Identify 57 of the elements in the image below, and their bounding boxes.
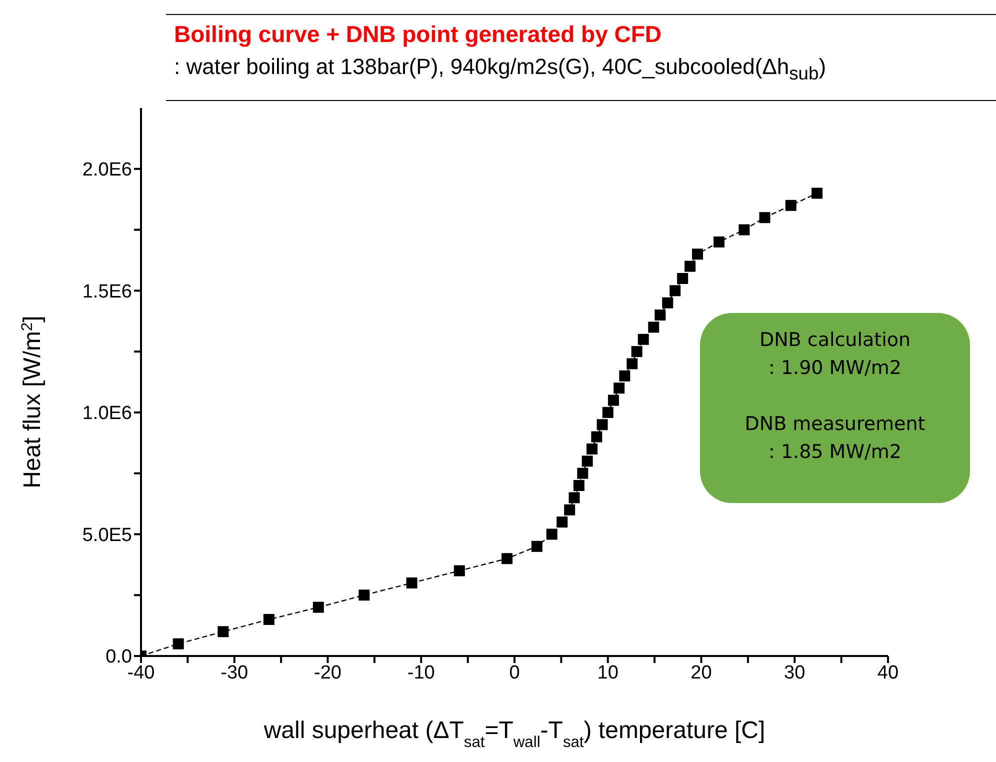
point: [577, 468, 588, 479]
point: [218, 626, 229, 638]
chart-subtitle: : water boiling at 138bar(P), 940kg/m2s(G), 40C_subcooled(Δh$_{sub}$): [174, 54, 828, 84]
point: [531, 540, 542, 552]
point: [654, 310, 666, 321]
x-tick-label: -10: [407, 662, 435, 684]
y-tick-label: 2.0E6: [82, 160, 132, 181]
y-tick-label: 1.0E6: [82, 403, 132, 424]
point: [312, 602, 324, 613]
point: [602, 406, 614, 418]
point: [648, 322, 660, 333]
point: [172, 638, 184, 650]
point: [619, 370, 630, 382]
point: [738, 224, 750, 236]
point: [713, 236, 724, 248]
point: [568, 492, 580, 504]
annotation: DNB calculation: [758, 328, 912, 353]
point: [358, 590, 370, 601]
point: [670, 285, 681, 296]
y-tick-label: 5.0E5: [82, 524, 132, 546]
point: [586, 443, 598, 454]
x-tick-label: 0: [509, 662, 520, 684]
point: [692, 248, 704, 260]
point: [608, 394, 619, 406]
point: [759, 212, 770, 224]
annotation: : 1.85 MW/m2: [768, 440, 902, 465]
point: [812, 188, 823, 199]
y-tick-label: 1.5E6: [82, 281, 132, 302]
point: [454, 565, 465, 576]
point: [406, 577, 418, 588]
x-tick-label: -20: [314, 662, 342, 684]
point: [573, 480, 584, 492]
point: [785, 200, 796, 211]
point: [564, 504, 576, 516]
point: [684, 260, 696, 272]
point: [556, 516, 568, 528]
point: [582, 456, 593, 467]
x-tick-label: 20: [690, 662, 712, 684]
chart-title: Boiling curve + DNB point generated by CFD: [174, 21, 663, 48]
point: [546, 528, 558, 540]
x-axis-title: wall superheat (ΔT$_{sat}$=T$_{wall}$-T$_{sat}$) temperature [C]: [262, 717, 766, 750]
x-tick-label: 40: [877, 662, 899, 684]
point: [591, 431, 602, 442]
point: [596, 419, 608, 430]
point: [626, 358, 638, 370]
point: [638, 334, 649, 345]
x-tick-label: 30: [784, 662, 806, 684]
annotation: : 1.90 MW/m2: [768, 356, 902, 381]
annotation: DNB measurement: [744, 412, 926, 437]
point: [677, 272, 688, 284]
point: [502, 553, 513, 564]
x-tick-label: 10: [597, 662, 618, 684]
point: [631, 346, 642, 358]
x-tick-label: -30: [220, 662, 248, 684]
point: [614, 382, 625, 394]
point: [263, 614, 274, 625]
point: [662, 297, 674, 308]
